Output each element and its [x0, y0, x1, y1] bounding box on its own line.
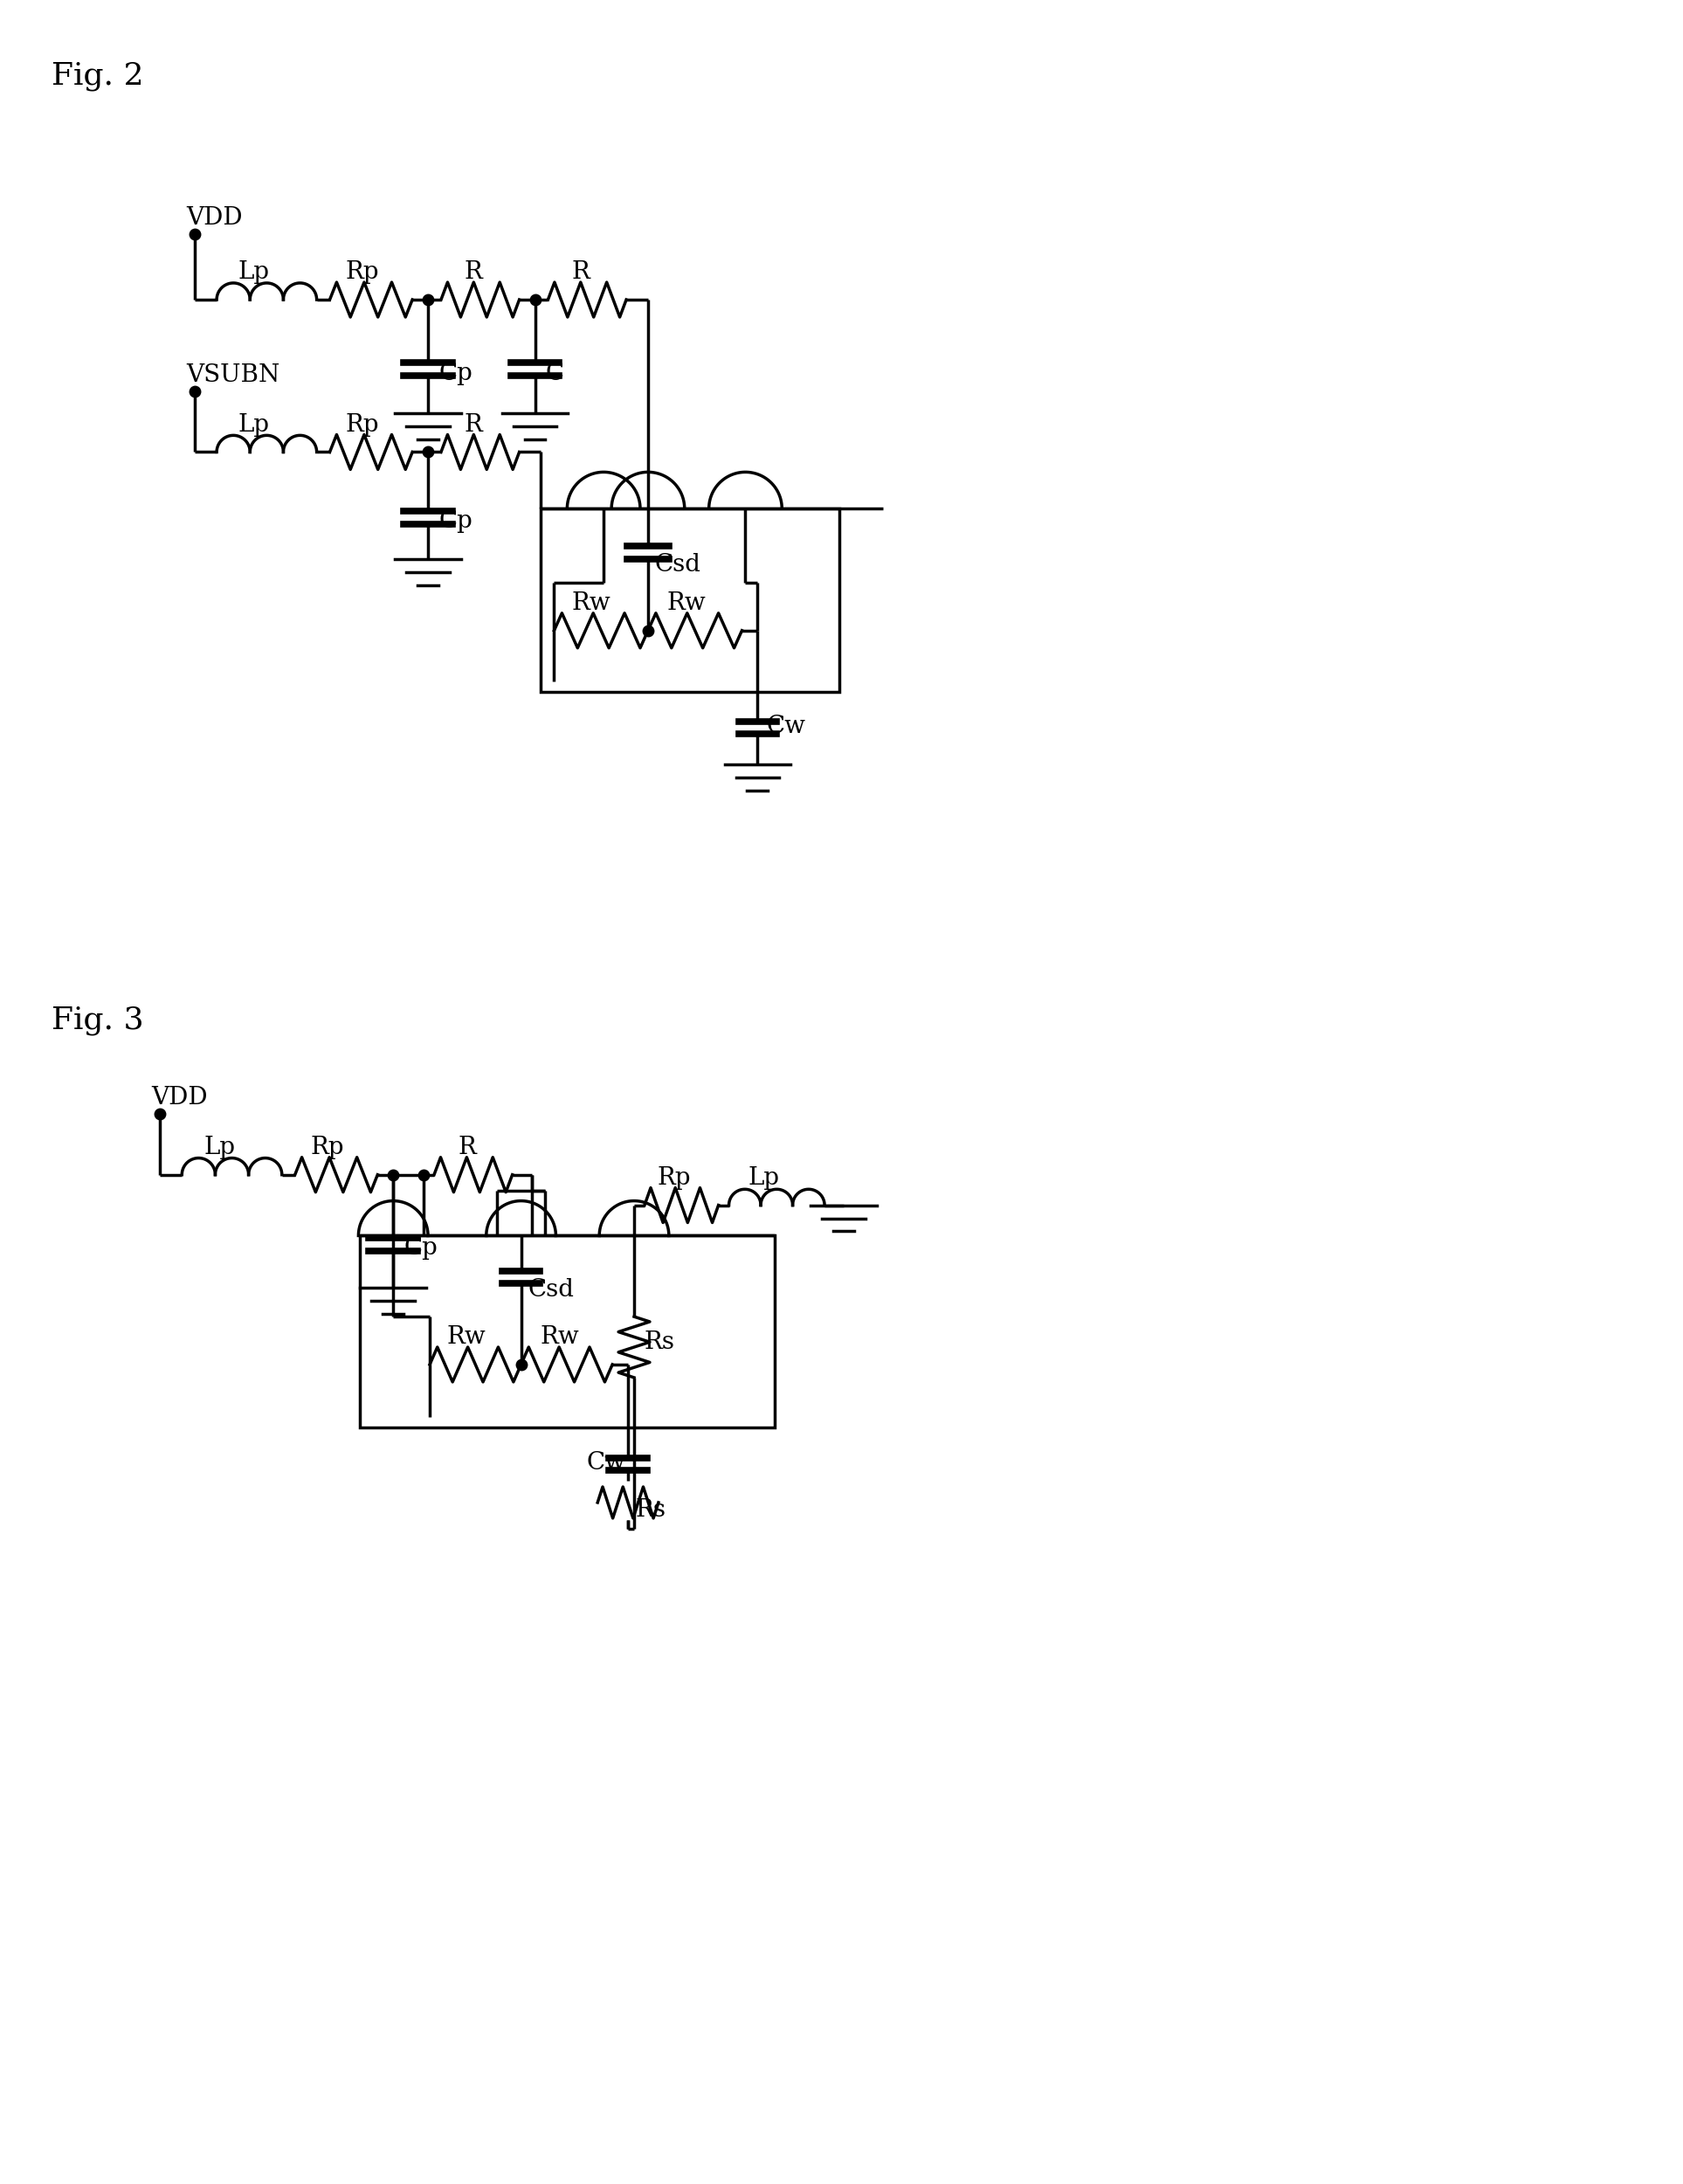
- Text: Csd: Csd: [528, 1278, 574, 1302]
- Text: VDD: VDD: [187, 207, 242, 229]
- Text: Cw: Cw: [766, 714, 806, 738]
- Text: Cp: Cp: [404, 1236, 438, 1260]
- Text: Fig. 3: Fig. 3: [52, 1005, 143, 1035]
- Text: Rp: Rp: [345, 260, 379, 284]
- Text: VSUBN: VSUBN: [187, 363, 279, 387]
- Text: Lp: Lp: [204, 1136, 236, 1160]
- Text: Rw: Rw: [448, 1326, 486, 1350]
- Text: Fig. 2: Fig. 2: [52, 61, 143, 92]
- Text: Rp: Rp: [311, 1136, 345, 1160]
- Text: R: R: [572, 260, 589, 284]
- Text: Rw: Rw: [666, 592, 707, 616]
- Text: Csd: Csd: [655, 553, 702, 577]
- Text: Rs: Rs: [634, 1498, 665, 1522]
- Text: Lp: Lp: [747, 1166, 779, 1190]
- Text: C: C: [545, 360, 564, 384]
- Bar: [540, 509, 840, 692]
- Text: Cw: Cw: [586, 1450, 626, 1474]
- Text: VDD: VDD: [151, 1085, 209, 1109]
- Text: R: R: [465, 413, 483, 437]
- Text: Lp: Lp: [239, 260, 269, 284]
- Text: Rp: Rp: [658, 1166, 692, 1190]
- Bar: [360, 1236, 774, 1426]
- Text: Rs: Rs: [645, 1330, 675, 1354]
- Text: Cp: Cp: [439, 360, 473, 384]
- Text: Lp: Lp: [239, 413, 269, 437]
- Text: Rp: Rp: [345, 413, 379, 437]
- Text: R: R: [458, 1136, 476, 1160]
- Text: Rw: Rw: [572, 592, 611, 616]
- Text: Rw: Rw: [540, 1326, 579, 1350]
- Text: Cp: Cp: [439, 509, 473, 533]
- Text: R: R: [465, 260, 483, 284]
